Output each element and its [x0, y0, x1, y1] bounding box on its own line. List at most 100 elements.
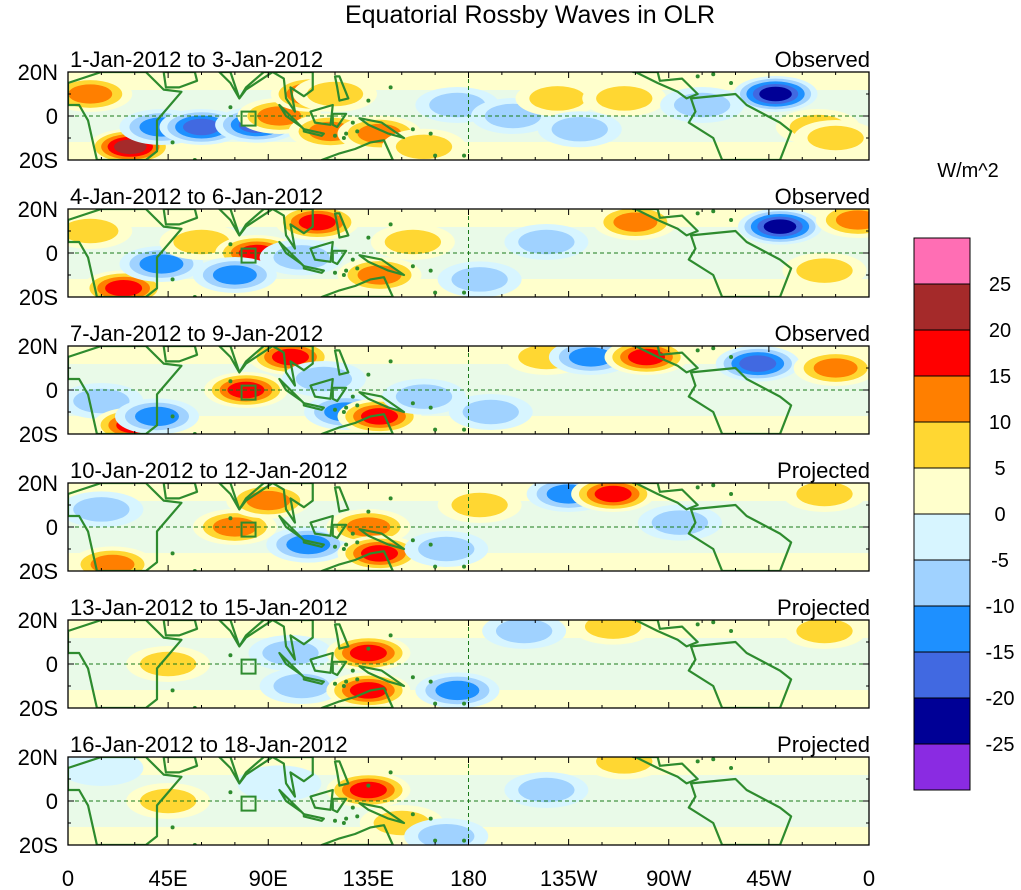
colorbar-swatch [913, 283, 971, 331]
coastline [632, 72, 699, 100]
island [711, 72, 716, 77]
island [170, 414, 175, 419]
olr-positive-anomaly [604, 346, 689, 375]
reference-box [240, 658, 257, 675]
olr-positive-anomaly [582, 80, 667, 117]
figure-title: Equatorial Rossby Waves in OLR [345, 1, 715, 29]
island [433, 290, 438, 295]
island [344, 816, 349, 821]
island [428, 405, 433, 410]
island [388, 222, 393, 227]
island [333, 818, 337, 823]
coastline [309, 103, 334, 126]
island [729, 629, 734, 633]
coastline [278, 788, 305, 816]
lat-label: 20S [19, 285, 58, 310]
olr-positive-anomaly [782, 620, 867, 649]
coastline [331, 249, 348, 266]
olr-negative-anomaly [382, 378, 466, 415]
olr-negative-anomaly [738, 209, 822, 245]
island [433, 427, 438, 432]
olr-positive-anomaly [582, 757, 667, 780]
island [341, 136, 346, 140]
coastline [632, 483, 699, 511]
lat-label: 20S [19, 833, 58, 858]
island [366, 509, 371, 514]
lat-label: 0 [46, 652, 58, 677]
olr-positive-anomaly [337, 535, 422, 571]
coastline [331, 386, 348, 403]
colorbar-units: W/m^2 [937, 160, 999, 182]
island [344, 679, 349, 684]
island [341, 684, 346, 688]
olr-negative-anomaly [192, 257, 277, 293]
island [388, 496, 393, 501]
island [355, 540, 360, 545]
lat-label: 20N [18, 608, 58, 633]
lat-label: 0 [46, 515, 58, 540]
panel-period: 10-Jan-2012 to 12-Jan-2012 [70, 458, 348, 483]
island [433, 838, 438, 843]
island [333, 133, 337, 138]
colorbar-label: 10 [989, 412, 1011, 434]
coastline [302, 128, 325, 137]
olr-positive-anomaly [70, 546, 155, 571]
coastline [218, 209, 274, 237]
island [462, 838, 467, 843]
coastline [358, 802, 406, 825]
lon-label: 90E [249, 866, 288, 890]
olr-negative-anomaly [404, 531, 489, 567]
panel-ticks [67, 482, 870, 572]
coastline [358, 254, 406, 277]
coastline [218, 620, 274, 648]
island [228, 242, 233, 247]
island [355, 814, 360, 819]
island [428, 268, 433, 273]
island [729, 218, 734, 222]
island [344, 405, 349, 410]
island [170, 277, 175, 282]
olr-negative-anomaly [68, 491, 144, 528]
olr-positive-anomaly [370, 224, 455, 260]
map-panel: 20N 0 20S 1-Jan-2012 to 3-Jan-2012 Observed [18, 47, 870, 173]
island [333, 544, 337, 549]
island [388, 359, 393, 364]
olr-negative-anomaly [537, 111, 622, 148]
colorbar-label: 20 [989, 320, 1011, 342]
coastline [320, 550, 394, 571]
island [228, 790, 233, 795]
panel-period: 4-Jan-2012 to 6-Jan-2012 [70, 184, 323, 209]
olr-field [68, 346, 869, 434]
island [462, 701, 467, 706]
coastline [331, 797, 348, 814]
coastline [278, 240, 305, 268]
lon-label: 0 [863, 866, 875, 890]
colorbar-swatch [913, 329, 971, 377]
island [410, 812, 415, 817]
panel-type: Observed [775, 321, 870, 346]
colorbar-label: 15 [989, 366, 1011, 388]
longitude-axis: 0 45E 90E 135E 180 135W 90W 45W 0 [62, 866, 875, 890]
island [355, 266, 360, 271]
island [729, 81, 734, 85]
panel-period: 16-Jan-2012 to 18-Jan-2012 [70, 732, 348, 757]
coastline [331, 112, 348, 129]
olr-field [68, 72, 869, 160]
coastline [302, 813, 325, 822]
coastline [309, 651, 334, 674]
olr-negative-anomaly [637, 504, 722, 541]
island [388, 85, 393, 90]
lon-label: 90W [646, 866, 691, 890]
coastlines [68, 72, 793, 160]
island [462, 564, 467, 569]
coastline [358, 528, 406, 551]
island [695, 348, 700, 353]
lon-label: 45E [149, 866, 188, 890]
island [355, 677, 360, 682]
island [462, 153, 467, 158]
colorbar-swatch [913, 375, 971, 423]
panel-ticks [67, 345, 870, 435]
island [344, 268, 349, 273]
colorbar-label: 5 [994, 458, 1005, 480]
island [170, 140, 175, 145]
